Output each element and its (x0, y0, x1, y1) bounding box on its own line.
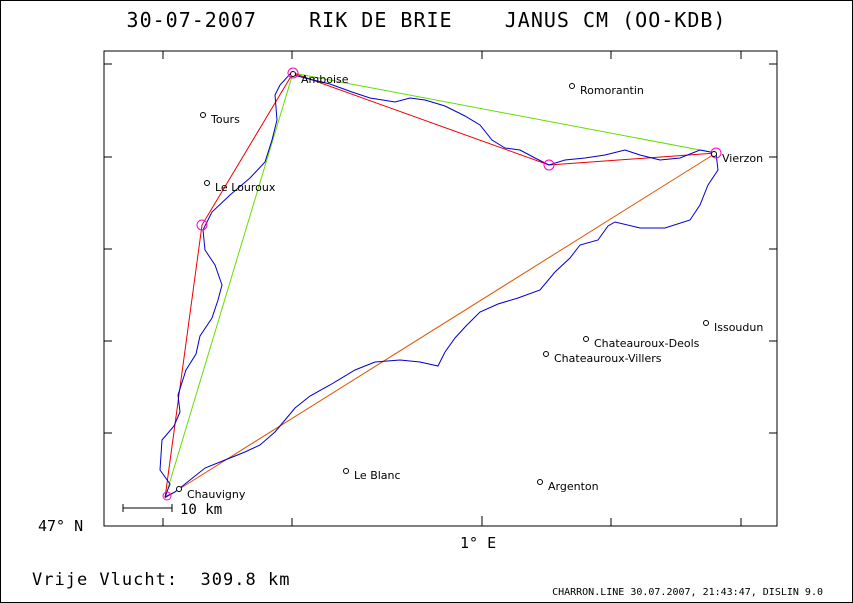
turnpoint-2 (196, 219, 208, 231)
turnpoint-3 (543, 159, 555, 171)
place-label: Vierzon (722, 152, 763, 165)
place-label: Chauvigny (187, 488, 246, 501)
place-label: Issoudun (714, 321, 763, 334)
scale-bar (122, 504, 173, 512)
distance-label: Vrije Vlucht: (32, 570, 179, 590)
right-ticks (769, 63, 777, 434)
distance-value: 309.8 km (200, 570, 291, 590)
left-ticks (104, 63, 114, 527)
place-label: Argenton (548, 480, 599, 493)
place-label: Chateauroux-Deols (594, 337, 700, 350)
place-label: Le Louroux (215, 181, 276, 194)
task-leg-red (164, 72, 717, 499)
flight-track (159, 73, 719, 498)
plot-border (103, 50, 778, 527)
lat-axis-label: 47° N (38, 517, 83, 535)
title-date: 30-07-2007 (126, 8, 257, 32)
place-label: Le Blanc (354, 469, 401, 482)
top-ticks (162, 51, 742, 59)
file-info: CHARRON.LINE 30.07.2007, 21:43:47, DISLI… (552, 587, 823, 598)
turnpoint-vierzon (710, 147, 722, 159)
map-title: 30-07-2007 RIK DE BRIE JANUS CM (OO-KDB) (0, 8, 853, 32)
place-label: Amboise (301, 73, 349, 86)
task-leg-orange (164, 152, 717, 499)
bottom-ticks (162, 516, 742, 526)
lon-axis-label: 1° E (460, 534, 496, 552)
task-lines (164, 72, 717, 499)
turnpoint-start (162, 491, 172, 501)
scale-bar-label: 10 km (180, 502, 222, 518)
title-glider: JANUS CM (OO-KDB) (504, 8, 727, 32)
turnpoint-amboise (287, 67, 299, 79)
place-label: Chateauroux-Villers (554, 352, 662, 365)
place-label: Tours (210, 113, 240, 126)
place-markers (176, 71, 717, 492)
distance-readout: Vrije Vlucht: 309.8 km (32, 570, 290, 590)
place-label: Romorantin (580, 84, 644, 97)
place-labels: Amboise Romorantin Tours Le Louroux Vier… (187, 73, 763, 501)
task-leg-green (164, 72, 717, 499)
title-pilot: RIK DE BRIE (309, 8, 453, 32)
turnpoints (162, 67, 722, 501)
